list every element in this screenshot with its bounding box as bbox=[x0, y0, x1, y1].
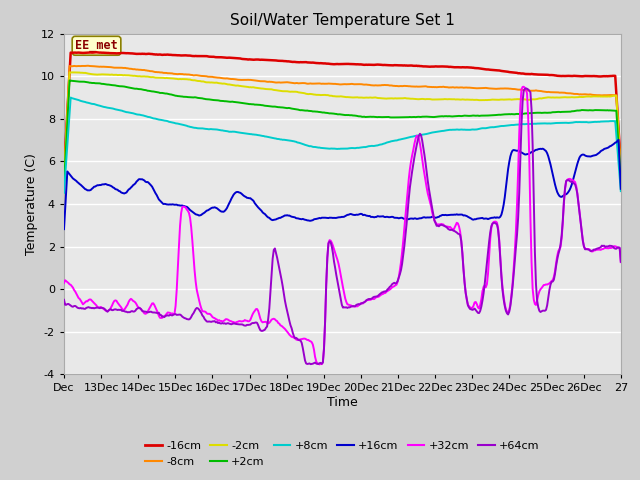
+32cm bbox=[520, 84, 527, 90]
+8cm bbox=[362, 144, 370, 150]
-16cm bbox=[362, 62, 370, 68]
-8cm bbox=[60, 175, 68, 180]
+8cm bbox=[326, 146, 333, 152]
+8cm bbox=[60, 190, 68, 196]
+64cm bbox=[617, 259, 625, 264]
+2cm bbox=[393, 115, 401, 120]
-2cm bbox=[393, 96, 401, 101]
-16cm bbox=[93, 49, 100, 55]
-8cm bbox=[617, 170, 625, 176]
-16cm bbox=[518, 71, 525, 76]
+64cm bbox=[606, 243, 614, 249]
Line: +16cm: +16cm bbox=[64, 140, 621, 229]
-2cm bbox=[518, 96, 525, 102]
+64cm bbox=[393, 280, 401, 286]
+32cm bbox=[606, 245, 614, 251]
+32cm bbox=[326, 237, 333, 243]
+2cm bbox=[362, 114, 370, 120]
+64cm bbox=[362, 298, 370, 303]
+32cm bbox=[362, 298, 370, 303]
+2cm bbox=[617, 180, 625, 185]
Title: Soil/Water Temperature Set 1: Soil/Water Temperature Set 1 bbox=[230, 13, 455, 28]
+2cm bbox=[60, 182, 68, 188]
-2cm bbox=[60, 178, 68, 183]
Line: +8cm: +8cm bbox=[64, 97, 621, 193]
+64cm bbox=[307, 361, 314, 367]
+32cm bbox=[316, 361, 323, 367]
Line: -2cm: -2cm bbox=[64, 72, 621, 180]
-16cm bbox=[60, 168, 68, 174]
+32cm bbox=[393, 282, 401, 288]
-8cm bbox=[84, 63, 92, 69]
-8cm bbox=[605, 92, 612, 98]
+64cm bbox=[326, 239, 333, 244]
-2cm bbox=[329, 93, 337, 99]
-16cm bbox=[605, 73, 612, 79]
+16cm bbox=[617, 186, 625, 192]
-2cm bbox=[66, 70, 74, 75]
Line: -16cm: -16cm bbox=[64, 52, 621, 171]
+16cm bbox=[362, 212, 369, 218]
Line: +2cm: +2cm bbox=[64, 81, 621, 185]
+16cm bbox=[604, 145, 611, 151]
+8cm bbox=[67, 95, 74, 100]
+8cm bbox=[605, 119, 612, 124]
+16cm bbox=[328, 215, 335, 221]
-8cm bbox=[329, 81, 337, 87]
+64cm bbox=[518, 121, 525, 127]
X-axis label: Time: Time bbox=[327, 396, 358, 409]
+2cm bbox=[605, 108, 612, 113]
-8cm bbox=[362, 82, 370, 87]
+16cm bbox=[615, 137, 623, 143]
+2cm bbox=[66, 78, 74, 84]
-16cm bbox=[393, 62, 401, 68]
Line: +32cm: +32cm bbox=[64, 87, 621, 364]
+2cm bbox=[518, 111, 525, 117]
+2cm bbox=[326, 110, 333, 116]
+8cm bbox=[518, 121, 525, 127]
+16cm bbox=[392, 215, 399, 221]
-16cm bbox=[329, 61, 337, 67]
-16cm bbox=[617, 162, 625, 168]
Y-axis label: Temperature (C): Temperature (C) bbox=[25, 153, 38, 255]
-8cm bbox=[518, 87, 525, 93]
+32cm bbox=[329, 243, 337, 249]
-2cm bbox=[617, 170, 625, 176]
+16cm bbox=[516, 149, 524, 155]
-8cm bbox=[326, 81, 333, 86]
-2cm bbox=[326, 93, 333, 98]
+64cm bbox=[522, 85, 530, 91]
+32cm bbox=[60, 280, 68, 286]
+2cm bbox=[329, 110, 337, 116]
-8cm bbox=[393, 83, 401, 89]
-2cm bbox=[605, 94, 612, 99]
+16cm bbox=[324, 215, 332, 221]
Legend: -16cm, -8cm, -2cm, +2cm, +8cm, +16cm, +32cm, +64cm: -16cm, -8cm, -2cm, +2cm, +8cm, +16cm, +3… bbox=[141, 437, 544, 471]
+32cm bbox=[518, 86, 525, 92]
+8cm bbox=[393, 138, 401, 144]
+8cm bbox=[329, 146, 337, 152]
-16cm bbox=[326, 61, 333, 67]
Line: -8cm: -8cm bbox=[64, 66, 621, 178]
Text: EE_met: EE_met bbox=[75, 39, 118, 52]
+8cm bbox=[617, 188, 625, 194]
+32cm bbox=[617, 259, 625, 265]
+64cm bbox=[60, 297, 68, 303]
+16cm bbox=[60, 226, 68, 232]
-2cm bbox=[362, 95, 370, 100]
Line: +64cm: +64cm bbox=[64, 88, 621, 364]
+64cm bbox=[329, 250, 337, 256]
